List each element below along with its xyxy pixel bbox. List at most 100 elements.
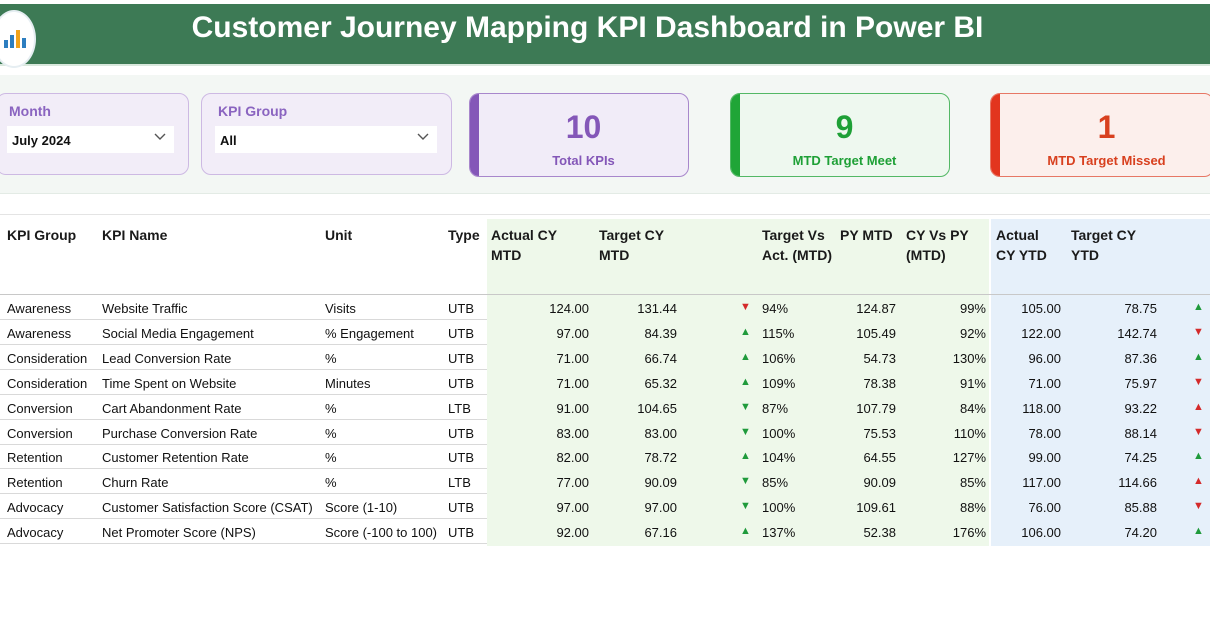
cell-py-mtd: 75.53 xyxy=(863,425,896,441)
mtd-target-missed-caption: MTD Target Missed xyxy=(1047,153,1166,168)
cell-group: Advocacy xyxy=(7,525,64,541)
cell-py-mtd: 105.49 xyxy=(856,325,896,341)
mtd-target-meet-value: 9 xyxy=(835,109,854,145)
col-type[interactable]: Type xyxy=(448,227,480,243)
col-unit[interactable]: Unit xyxy=(325,227,353,243)
cell-target-mtd: 104.65 xyxy=(637,400,677,416)
cell-target-mtd: 97.00 xyxy=(644,500,677,516)
month-dropdown[interactable]: July 2024 xyxy=(7,126,174,153)
cell-py-mtd: 52.38 xyxy=(863,525,896,541)
cell-name: Cart Abandonment Rate xyxy=(102,400,242,416)
cell-target-mtd: 131.44 xyxy=(637,301,677,316)
col-target-cy-ytd[interactable]: Target CY YTD xyxy=(1071,227,1136,263)
total-kpis-caption: Total KPIs xyxy=(552,153,615,168)
cell-target-mtd: 83.00 xyxy=(644,425,677,441)
table-row[interactable]: Awareness Social Media Engagement % Engage… xyxy=(0,320,1210,345)
mtd-up-arrow-icon: ▲ xyxy=(740,525,751,538)
cell-type: LTB xyxy=(448,400,471,416)
cell-name: Lead Conversion Rate xyxy=(102,350,232,366)
cell-py-mtd: 107.79 xyxy=(856,400,896,416)
table-row[interactable]: Awareness Website Traffic Visits UTB 124.00 1… xyxy=(0,295,1210,320)
cell-group: Consideration xyxy=(7,350,88,366)
col-target-vs-act[interactable]: Target Vs Act. (MTD) xyxy=(762,227,832,263)
table-row[interactable]: Advocacy Customer Satisfaction Score (CSA… xyxy=(0,494,1210,520)
col-actual-cy-mtd[interactable]: Actual CY MTD xyxy=(491,227,557,263)
row-divider xyxy=(0,443,487,445)
cell-actual-ytd: 76.00 xyxy=(1028,500,1061,516)
cell-tva: 85% xyxy=(762,475,789,491)
cell-tva: 137% xyxy=(762,525,796,541)
table-row[interactable]: Retention Customer Retention Rate% UTB 82.0… xyxy=(0,444,1210,470)
col-py-mtd[interactable]: PY MTD xyxy=(840,227,893,243)
cell-name: Churn Rate xyxy=(102,475,169,491)
total-kpis-card: 10 Total KPIs xyxy=(469,93,689,177)
cell-tva: 104% xyxy=(762,450,796,466)
cell-group: Conversion xyxy=(7,425,73,441)
ytd-down-arrow-icon: ▼ xyxy=(1193,325,1204,338)
row-divider xyxy=(0,368,487,370)
mtd-column-band xyxy=(487,219,989,546)
table-row[interactable]: Retention Churn Rate% LTB 77.00 90.09 85% 90.0… xyxy=(0,469,1210,495)
cell-tva: 94% xyxy=(762,301,789,316)
row-divider xyxy=(0,393,487,395)
cell-type: LTB xyxy=(448,475,471,491)
cell-target-ytd: 114.66 xyxy=(1118,475,1157,491)
table-row[interactable]: Advocacy Net Promoter Score (NPS) Score (-… xyxy=(0,519,1210,545)
cell-group: Advocacy xyxy=(7,500,64,516)
cell-actual-mtd: 97.00 xyxy=(556,500,589,516)
cell-actual-mtd: 92.00 xyxy=(556,525,589,541)
cell-target-mtd: 84.39 xyxy=(644,325,677,341)
cell-actual-mtd: 91.00 xyxy=(556,400,589,416)
col-target-cy-mtd[interactable]: Target CY MTD xyxy=(599,227,664,263)
cell-cy-vs-py: 84% xyxy=(959,400,986,416)
cell-actual-ytd: 105.00 xyxy=(1021,301,1061,316)
kpi-group-dropdown[interactable]: All xyxy=(215,126,437,153)
card-accent xyxy=(470,94,479,176)
col-cy-vs-py[interactable]: CY Vs PY (MTD) xyxy=(906,227,969,263)
cell-target-ytd: 88.14 xyxy=(1124,425,1157,441)
ytd-down-arrow-icon: ▼ xyxy=(1193,500,1204,513)
chevron-down-icon xyxy=(417,133,429,140)
cell-unit: % xyxy=(325,450,337,466)
ytd-up-arrow-icon: ▲ xyxy=(1193,525,1204,538)
cell-unit: Visits xyxy=(325,301,356,316)
cell-group: Awareness xyxy=(7,301,72,316)
cell-type: UTB xyxy=(448,375,474,391)
cell-name: Social Media Engagement xyxy=(102,325,254,341)
mtd-down-arrow-icon: ▼ xyxy=(740,500,751,513)
table-row[interactable]: Consideration Lead Conversion Rate% UTB 71.… xyxy=(0,345,1210,370)
col-kpi-name[interactable]: KPI Name xyxy=(102,227,168,243)
kpi-group-label: KPI Group xyxy=(218,103,288,119)
table-row[interactable]: Consideration Time Spent on Website Minute… xyxy=(0,370,1210,395)
mtd-target-meet-caption: MTD Target Meet xyxy=(792,153,897,168)
cell-cy-vs-py: 91% xyxy=(959,375,986,391)
cell-name: Net Promoter Score (NPS) xyxy=(102,525,256,541)
cell-group: Conversion xyxy=(7,400,73,416)
cell-target-mtd: 65.32 xyxy=(644,375,677,391)
cell-tva: 100% xyxy=(762,500,796,516)
cell-cy-vs-py: 176% xyxy=(952,525,986,541)
cell-type: UTB xyxy=(448,301,474,316)
card-accent xyxy=(991,94,1000,176)
logo-icon xyxy=(0,10,36,68)
cell-cy-vs-py: 99% xyxy=(959,301,986,316)
col-kpi-group[interactable]: KPI Group xyxy=(7,227,77,243)
table-row[interactable]: Conversion Purchase Conversion Rate% UTB 83… xyxy=(0,420,1210,445)
month-slicer: Month July 2024 xyxy=(0,93,189,175)
col-actual-cy-ytd[interactable]: Actual CY YTD xyxy=(996,227,1047,263)
cell-actual-ytd: 117.00 xyxy=(1022,475,1061,491)
cell-type: UTB xyxy=(448,525,474,541)
cell-tva: 100% xyxy=(762,425,796,441)
mtd-up-arrow-icon: ▲ xyxy=(740,325,751,338)
ytd-down-arrow-icon: ▼ xyxy=(1193,375,1204,388)
cell-cy-vs-py: 130% xyxy=(952,350,986,366)
ytd-up-arrow-icon: ▲ xyxy=(1193,450,1204,463)
cell-actual-mtd: 124.00 xyxy=(549,301,589,316)
kpi-group-value: All xyxy=(220,133,237,148)
chevron-down-icon xyxy=(154,133,166,140)
cell-cy-vs-py: 85% xyxy=(959,475,986,491)
ytd-up-arrow-icon: ▲ xyxy=(1193,475,1204,488)
table-row[interactable]: Conversion Cart Abandonment Rate% LTB 91.00… xyxy=(0,395,1210,420)
cell-actual-mtd: 83.00 xyxy=(556,425,589,441)
cell-actual-mtd: 97.00 xyxy=(556,325,589,341)
